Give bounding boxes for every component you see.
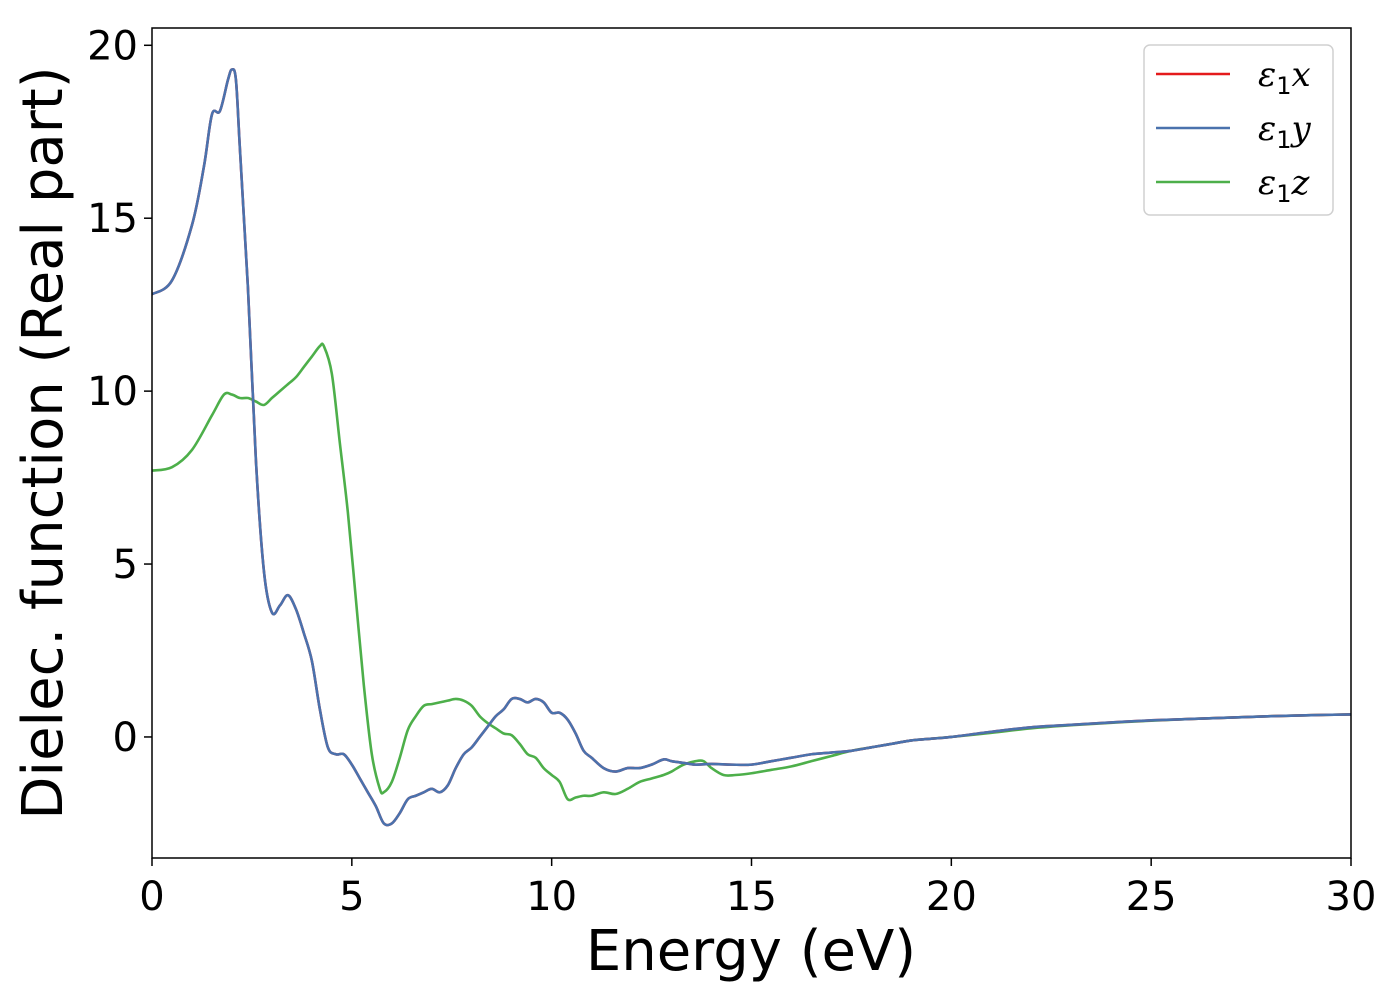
legend-label-x: ε1x xyxy=(1258,55,1311,100)
legend-frame xyxy=(1143,44,1334,216)
legend-label-z: ε1z xyxy=(1258,163,1311,208)
x-tick-label: 20 xyxy=(926,874,977,920)
legend: ε1x ε1y ε1z xyxy=(1143,44,1334,216)
x-tick-label: 25 xyxy=(1126,874,1177,920)
x-axis: 0 5 10 15 20 25 30 xyxy=(139,858,1376,920)
y-tick-label: 10 xyxy=(87,369,138,415)
y-tick-label: 15 xyxy=(87,196,138,242)
y-tick-label: 5 xyxy=(113,542,138,588)
legend-label-y: ε1y xyxy=(1258,109,1312,154)
series-line-z xyxy=(152,342,1351,802)
series-layer xyxy=(152,67,1351,827)
series-line-y xyxy=(152,67,1351,827)
y-tick-label: 0 xyxy=(113,715,138,761)
y-tick-label: 20 xyxy=(87,23,138,69)
y-axis: 0 5 10 15 20 xyxy=(87,23,152,761)
x-tick-label: 30 xyxy=(1326,874,1377,920)
x-tick-label: 15 xyxy=(726,874,777,920)
x-axis-title: Energy (eV) xyxy=(586,919,916,984)
x-tick-label: 5 xyxy=(339,874,364,920)
x-tick-label: 0 xyxy=(139,874,164,920)
x-tick-label: 10 xyxy=(526,874,577,920)
y-axis-title: Dielec. function (Real part) xyxy=(11,66,76,819)
